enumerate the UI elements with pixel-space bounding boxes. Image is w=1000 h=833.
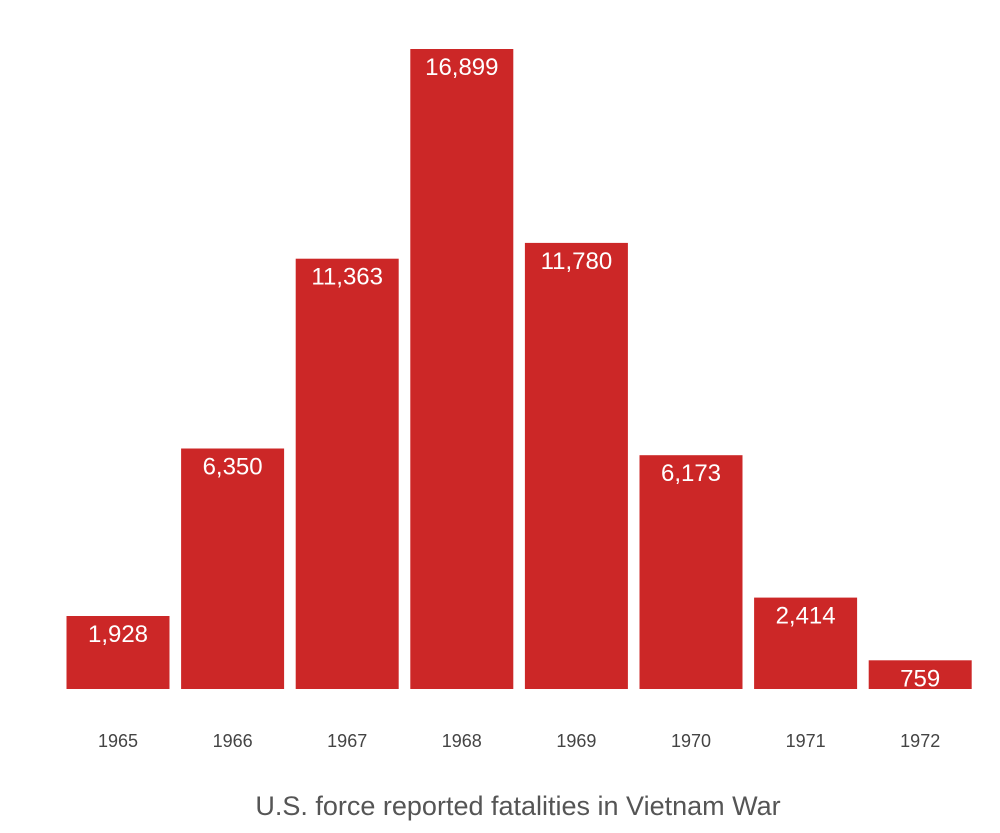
value-label-1968: 16,899 bbox=[425, 54, 498, 81]
value-label-1969: 11,780 bbox=[541, 248, 613, 275]
value-label-1972: 759 bbox=[900, 665, 940, 692]
x-axis-tick-labels: 1965 1966 1967 1968 1969 1970 1971 1972 bbox=[98, 731, 940, 751]
x-tick-label-1972: 1972 bbox=[900, 731, 940, 751]
bar-1968 bbox=[410, 49, 514, 689]
x-tick-label-1968: 1968 bbox=[442, 731, 482, 751]
chart-title: U.S. force reported fatalities in Vietna… bbox=[255, 791, 780, 821]
bar-1965 bbox=[66, 616, 170, 689]
bar-1970 bbox=[639, 455, 743, 689]
bar-1969 bbox=[524, 242, 628, 689]
x-tick-label-1969: 1969 bbox=[556, 731, 596, 751]
x-tick-label-1966: 1966 bbox=[213, 731, 253, 751]
value-labels-layer: 1,928 6,350 11,363 16,899 11,780 6,173 2,414 75… bbox=[88, 54, 940, 692]
bar-1967 bbox=[295, 258, 399, 689]
bar-1971 bbox=[754, 597, 858, 689]
value-label-1970: 6,173 bbox=[661, 460, 721, 487]
x-tick-label-1967: 1967 bbox=[327, 731, 367, 751]
x-tick-label-1970: 1970 bbox=[671, 731, 711, 751]
x-tick-label-1965: 1965 bbox=[98, 731, 138, 751]
value-label-1971: 2,414 bbox=[776, 603, 836, 630]
value-label-1965: 1,928 bbox=[88, 621, 148, 648]
value-label-1967: 11,363 bbox=[311, 264, 383, 291]
bar-1972 bbox=[868, 660, 972, 689]
bar-1966 bbox=[181, 448, 285, 689]
bars-layer bbox=[66, 49, 972, 689]
value-label-1966: 6,350 bbox=[203, 454, 263, 481]
x-tick-label-1971: 1971 bbox=[786, 731, 826, 751]
